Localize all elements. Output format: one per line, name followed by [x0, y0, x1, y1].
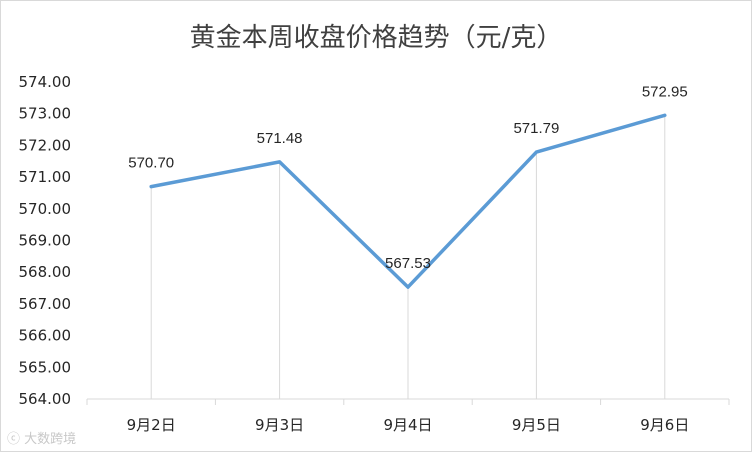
x-tick-label: 9月3日	[255, 416, 304, 434]
watermark-logo: ⓒ 大数跨境	[7, 428, 76, 447]
watermark-text: 大数跨境	[24, 432, 77, 447]
y-tick-label: 568.00	[19, 263, 72, 281]
y-tick-label: 564.00	[19, 390, 72, 408]
x-tick-label: 9月5日	[512, 416, 561, 434]
data-label: 572.95	[642, 83, 688, 100]
y-tick-label: 574.00	[19, 73, 72, 91]
series-line	[149, 113, 667, 289]
chart-title: 黄金本周收盘价格趋势（元/克）	[189, 23, 563, 53]
y-tick-label: 573.00	[19, 105, 72, 123]
y-tick-label: 569.00	[19, 232, 72, 250]
y-tick-label: 570.00	[19, 200, 72, 218]
x-tick-label: 9月6日	[640, 416, 689, 434]
watermark-icon: ⓒ	[7, 432, 21, 447]
y-tick-label: 572.00	[19, 136, 72, 154]
y-tick-label: 571.00	[19, 168, 72, 186]
data-label: 567.53	[385, 255, 431, 272]
data-label: 571.79	[513, 120, 559, 137]
y-tick-label: 566.00	[19, 327, 72, 345]
data-label: 571.48	[257, 130, 303, 147]
x-tick-label: 9月2日	[127, 416, 176, 434]
y-tick-label: 565.00	[19, 358, 72, 376]
data-label: 570.70	[128, 155, 174, 172]
y-tick-label: 567.00	[19, 295, 72, 313]
x-tick-label: 9月4日	[383, 416, 432, 434]
